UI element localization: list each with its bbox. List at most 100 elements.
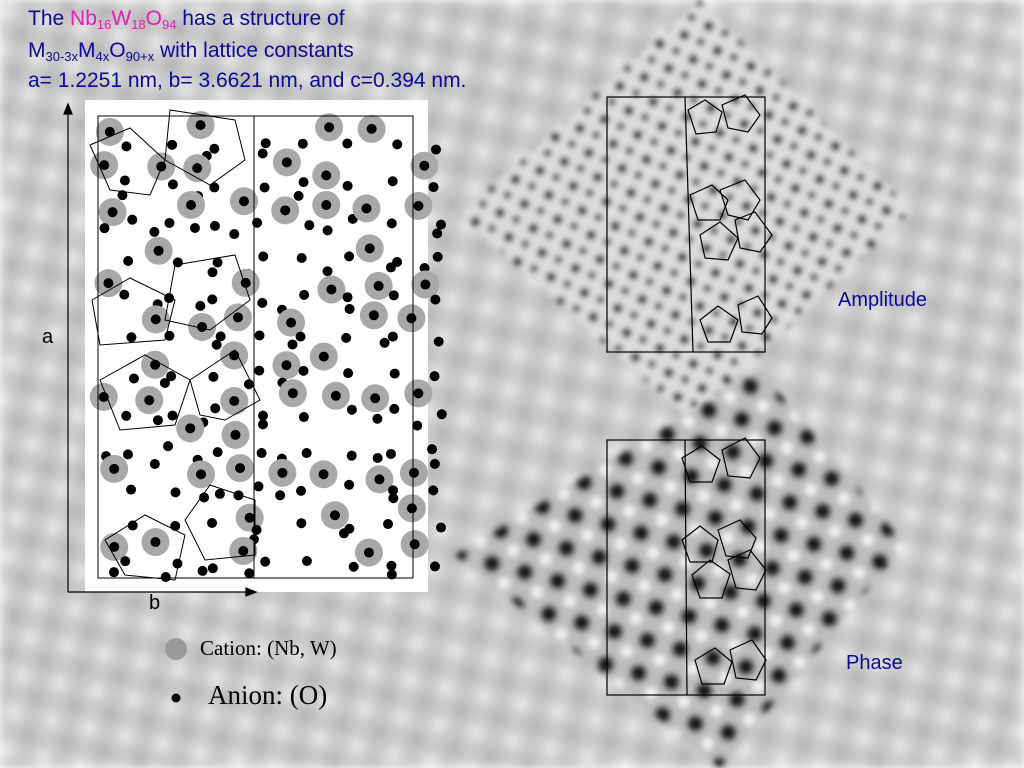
cation-core — [195, 120, 206, 131]
element: Nb — [70, 7, 97, 30]
anion — [341, 332, 352, 343]
title-line-1: The Nb16W18O94 has a structure of — [28, 6, 345, 32]
formula: Nb16W18O94 — [70, 7, 177, 32]
anion — [253, 481, 264, 492]
anion — [207, 563, 218, 574]
anion — [99, 223, 110, 234]
cation-core — [374, 474, 385, 485]
anion — [170, 520, 181, 531]
anion-legend-marker — [171, 693, 181, 703]
anion — [342, 292, 353, 303]
cation-core — [107, 207, 118, 218]
cation-core — [321, 170, 332, 181]
anion — [386, 569, 397, 580]
cation-core — [406, 503, 417, 514]
anion — [275, 490, 286, 501]
anion — [388, 485, 399, 496]
anion — [388, 493, 399, 504]
anion — [379, 337, 390, 348]
cation-core — [109, 541, 120, 552]
anion — [259, 182, 270, 193]
anion — [344, 251, 355, 262]
cation-core — [368, 310, 379, 321]
anion — [256, 448, 267, 459]
anion — [412, 420, 423, 431]
subscript: 94 — [162, 17, 177, 32]
title-text: has a structure of — [176, 7, 345, 30]
anion — [149, 458, 160, 469]
anion — [167, 410, 178, 421]
structure-frame — [89, 109, 414, 581]
cation-core — [238, 545, 249, 556]
anion — [197, 565, 208, 576]
anion — [301, 448, 312, 459]
anion — [128, 373, 139, 384]
element: W — [111, 7, 132, 30]
anion — [429, 458, 440, 469]
anion — [170, 487, 181, 498]
cation-core — [321, 200, 332, 211]
axis-label-a: a — [42, 326, 54, 348]
cation-core — [185, 423, 196, 434]
anion — [214, 488, 225, 499]
anion — [210, 403, 221, 414]
subscript: 30-3x — [45, 49, 79, 64]
anion — [372, 452, 383, 463]
cation-core — [286, 317, 297, 328]
element: M — [78, 39, 96, 62]
anion — [119, 289, 130, 300]
anion — [383, 519, 394, 530]
anion — [385, 262, 396, 273]
title-line-3: a= 1.2251 nm, b= 3.6621 nm, and c=0.394 … — [28, 69, 467, 92]
anion — [251, 524, 262, 535]
anion — [297, 138, 308, 149]
cation-core — [244, 512, 255, 523]
cation-core — [99, 160, 110, 171]
cation-core — [229, 396, 240, 407]
anion — [257, 148, 268, 159]
cation-core — [318, 351, 329, 362]
anion — [119, 175, 130, 186]
anion — [287, 339, 298, 350]
cation-core — [330, 390, 341, 401]
cation-core — [361, 203, 372, 214]
anion — [207, 517, 218, 528]
cation-core — [281, 157, 292, 168]
cation-core — [420, 279, 431, 290]
anion — [432, 251, 443, 262]
anion — [207, 267, 218, 278]
image-overlays — [606, 94, 773, 696]
cation-legend: Cation: (Nb, W) — [200, 636, 337, 660]
anion — [428, 182, 439, 193]
anion — [260, 556, 271, 567]
axis-label-b: b — [149, 592, 161, 614]
cation-legend-marker — [165, 638, 187, 660]
anion — [387, 331, 398, 342]
cation-core — [109, 463, 120, 474]
anion — [346, 404, 357, 415]
cation-core — [366, 123, 377, 134]
cation-core — [419, 160, 430, 171]
subscript: 90+x — [125, 49, 155, 64]
cation-core — [156, 161, 167, 172]
anion — [427, 444, 438, 455]
anion — [322, 225, 333, 236]
anion — [430, 294, 441, 305]
anion — [346, 450, 357, 461]
cation-core — [192, 163, 203, 174]
anion — [298, 365, 309, 376]
anion — [338, 528, 349, 539]
anion — [431, 144, 442, 155]
anion — [108, 567, 119, 578]
anion — [215, 331, 226, 342]
anion — [117, 190, 128, 201]
cation-core — [230, 429, 241, 440]
anion — [126, 332, 137, 343]
cation-core — [413, 388, 424, 399]
anion — [195, 300, 206, 311]
anion — [343, 368, 354, 379]
element: M — [28, 39, 46, 62]
cation-core — [195, 469, 206, 480]
cation-core — [150, 359, 161, 370]
